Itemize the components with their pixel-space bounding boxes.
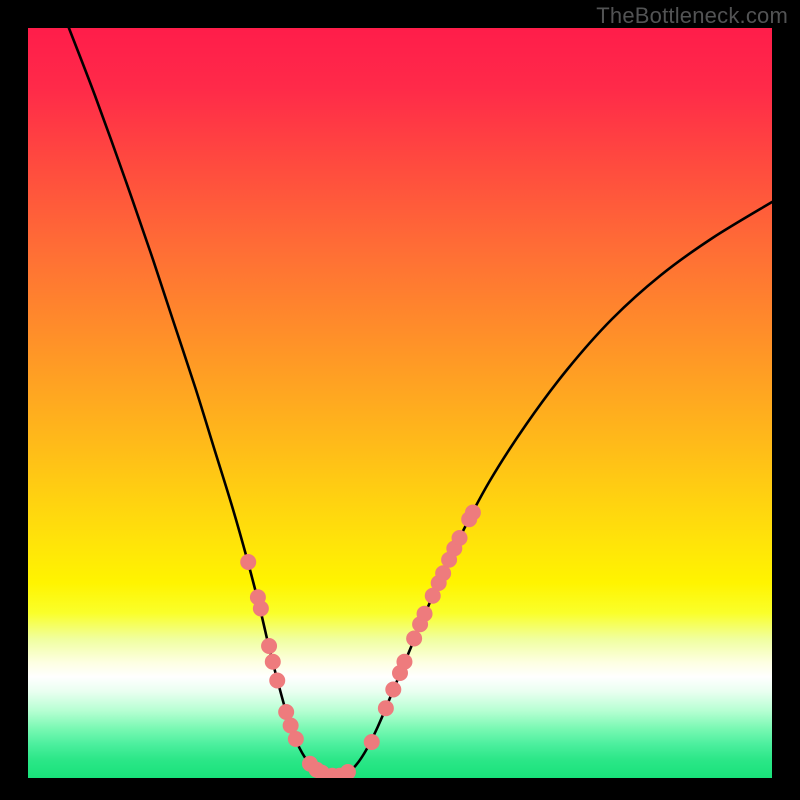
plot-area: [28, 28, 772, 778]
gradient-background: [28, 28, 772, 778]
chart-stage: TheBottleneck.com: [0, 0, 800, 800]
watermark-text: TheBottleneck.com: [596, 3, 788, 29]
